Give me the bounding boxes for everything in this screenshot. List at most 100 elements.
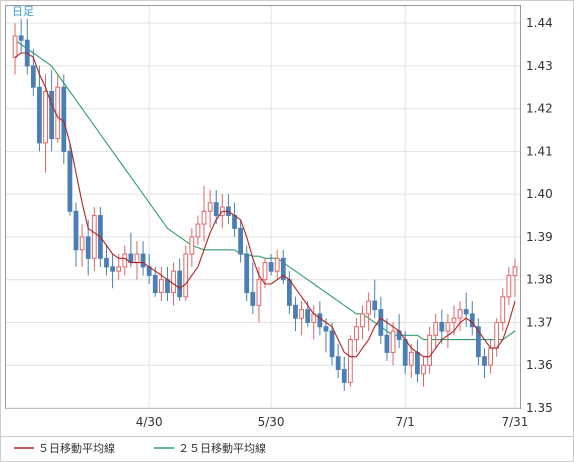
candle-up [262, 262, 268, 281]
candle-down [384, 334, 390, 353]
candle-down [439, 321, 445, 332]
candle-down [232, 215, 237, 229]
candle-up [134, 253, 140, 264]
candle-down [244, 253, 250, 294]
candle-up [256, 279, 262, 306]
candle-up [183, 253, 189, 298]
candle-up [408, 351, 414, 366]
candle-up [500, 296, 506, 323]
x-tick-label: 7/31 [501, 415, 528, 429]
candle-up [347, 339, 353, 383]
candle-down [323, 326, 329, 332]
candle-up [299, 309, 304, 319]
candle-down [335, 356, 341, 371]
candle-up [451, 317, 457, 323]
candle-down [415, 351, 420, 375]
candle-down [469, 313, 475, 328]
candle-down [378, 309, 384, 336]
y-tick-label: 1.39 [526, 230, 553, 244]
candle-up [207, 202, 213, 212]
candles [12, 18, 518, 391]
candle-up [43, 91, 48, 144]
candle-down [61, 86, 67, 152]
candle-down [305, 309, 311, 323]
x-tick-label: 4/30 [136, 415, 163, 429]
ma5-line [14, 52, 516, 358]
candle-up [360, 313, 365, 328]
candle-down [85, 236, 91, 259]
candle-up [488, 347, 493, 366]
candle-down [268, 262, 274, 272]
candle-down [329, 330, 335, 358]
candle-down [286, 279, 292, 306]
candle-up [445, 321, 451, 332]
candle-up [79, 236, 85, 251]
candle-up [201, 210, 207, 225]
y-tick-label: 1.40 [526, 187, 553, 201]
y-tick-label: 1.42 [526, 102, 553, 116]
y-tick-label: 1.37 [526, 315, 553, 329]
candle-up [390, 330, 396, 353]
y-tick-label: 1.44 [526, 16, 553, 30]
candle-up [494, 321, 500, 349]
candle-up [366, 300, 372, 315]
candle-up [158, 279, 164, 294]
candle-down [37, 86, 42, 144]
candle-up [171, 270, 176, 294]
x-axis-labels: 4/30 5/30 7/1 7/31 [136, 415, 529, 429]
candle-up [122, 253, 128, 268]
candle-down [372, 300, 378, 311]
candle-up [274, 257, 280, 272]
candle-down [317, 313, 323, 328]
candle-up [189, 236, 195, 255]
y-tick-label: 1.38 [526, 273, 553, 287]
candle-up [457, 309, 463, 319]
y-tick-label: 1.43 [526, 59, 553, 73]
x-tick-label: 5/30 [258, 415, 285, 429]
candle-up [506, 274, 512, 298]
chart-title: 日足 [12, 5, 34, 18]
candle-up [195, 223, 201, 238]
y-tick-label: 1.36 [526, 358, 553, 372]
candle-up [55, 86, 61, 140]
candle-up [354, 326, 359, 341]
candle-down [482, 356, 487, 366]
candle-down [110, 266, 115, 272]
x-tick-label: 7/1 [396, 415, 415, 429]
candle-down [152, 274, 158, 294]
candle-up [12, 35, 18, 58]
candle-down [402, 339, 408, 366]
candle-down [463, 309, 469, 315]
candle-down [67, 150, 73, 212]
legend: ５日移動平均線 ２５日移動平均線 [14, 441, 266, 455]
candle-down [104, 257, 109, 268]
candle-down [238, 227, 244, 255]
candle-up [427, 334, 432, 366]
legend-ma5-label: ５日移動平均線 [38, 441, 115, 455]
candle-up [116, 266, 122, 272]
candle-down [165, 279, 170, 294]
plot-area [5, 5, 521, 409]
candle-down [250, 292, 256, 306]
candle-down [475, 326, 481, 358]
candle-down [341, 369, 347, 383]
ma5-line-group [14, 52, 516, 358]
candle-down [293, 304, 298, 319]
y-tick-label: 1.35 [526, 401, 553, 415]
y-tick-label: 1.41 [526, 144, 553, 158]
candle-down [280, 257, 286, 281]
legend-ma25-label: ２５日移動平均線 [178, 441, 266, 455]
candle-down [30, 65, 36, 88]
y-axis-labels: 1.44 1.43 1.42 1.41 1.40 1.39 1.38 1.37 1.36 1.35 [526, 16, 553, 415]
candle-up [433, 321, 439, 336]
candle-up [421, 364, 426, 375]
candle-down [213, 202, 219, 217]
candle-down [140, 253, 146, 268]
candle-down [18, 35, 24, 41]
candle-up [512, 266, 518, 276]
candle-up [91, 215, 97, 259]
candle-down [49, 91, 55, 140]
candle-down [177, 270, 183, 298]
candle-down [73, 210, 79, 251]
